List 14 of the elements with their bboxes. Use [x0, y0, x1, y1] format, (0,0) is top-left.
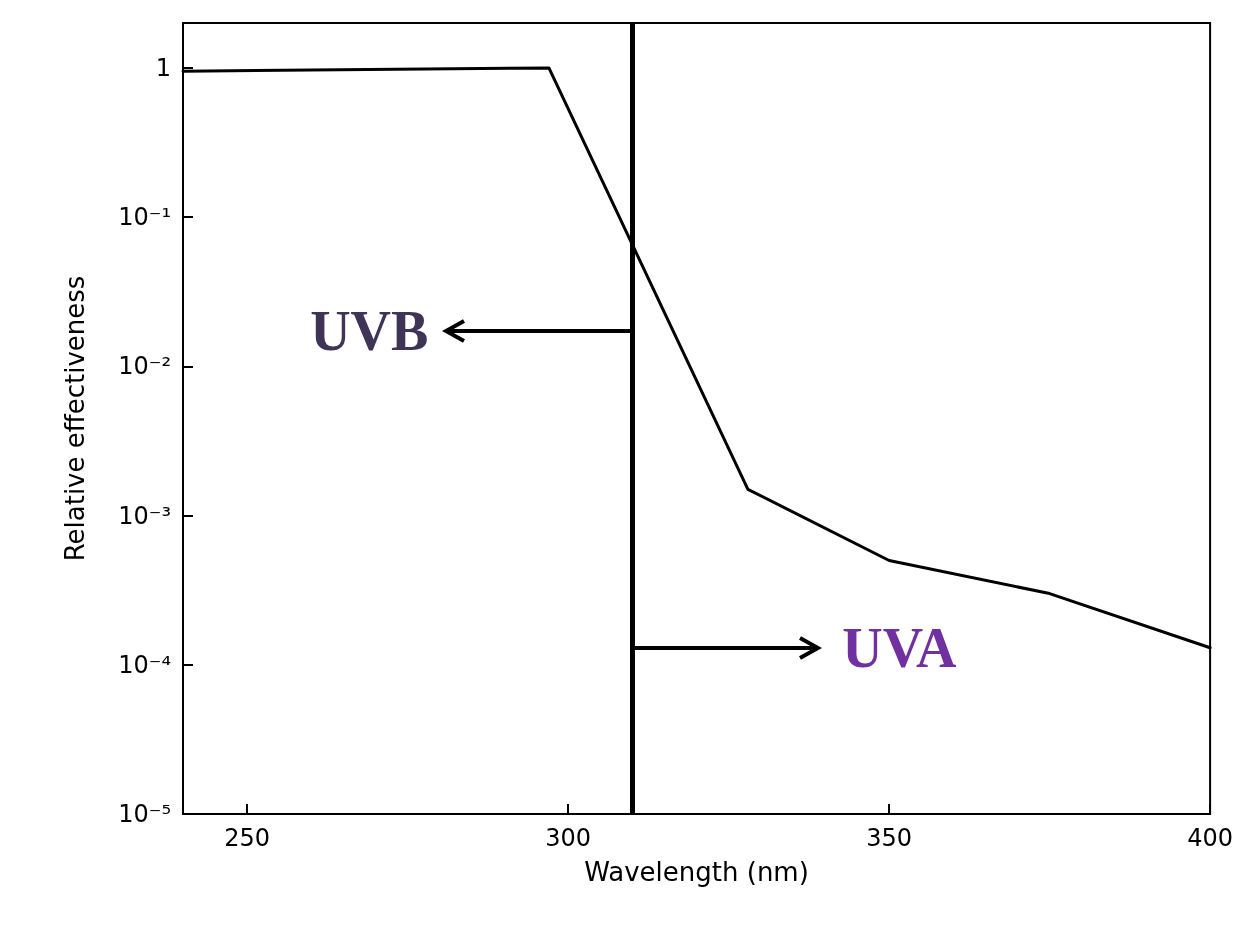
x-tick-label: 300 [545, 824, 592, 852]
x-tick-label: 250 [224, 824, 271, 852]
y-axis-title: Relative effectiveness [60, 275, 90, 562]
y-tick-label: 10⁻⁴ [118, 650, 171, 679]
y-tick-label: 10⁻⁵ [118, 800, 171, 828]
annotation: UVA [842, 616, 957, 679]
y-tick-label: 10⁻¹ [118, 203, 171, 232]
x-tick-label: 400 [1187, 824, 1233, 852]
y-tick-label: 1 [155, 53, 171, 82]
y-tick-label: 10⁻³ [118, 501, 171, 530]
annotation: UVB [310, 300, 429, 363]
x-axis-title: Wavelength (nm) [584, 857, 809, 887]
y-tick-label: 10⁻² [118, 352, 171, 381]
x-tick-label: 350 [866, 824, 913, 852]
